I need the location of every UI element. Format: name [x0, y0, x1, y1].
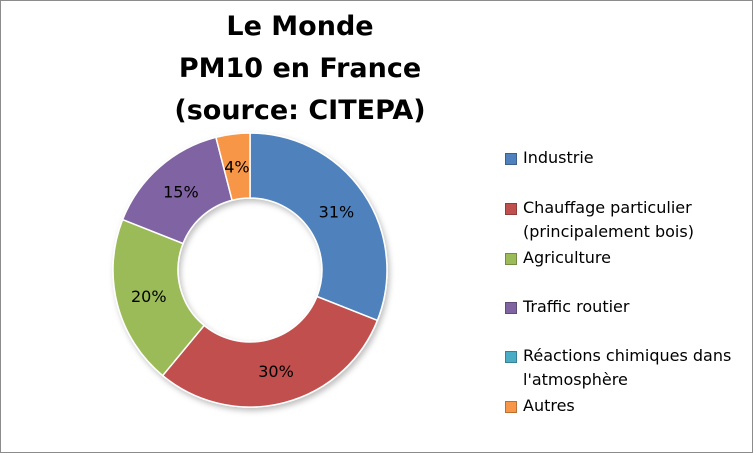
chart-title-line-3: (source: CITEPA)	[174, 95, 426, 126]
legend-swatch	[505, 302, 517, 314]
donut-slice-chauffage-particulier-principalement-bois	[161, 295, 379, 408]
legend-item-reactions: Réactions chimiques dans l'atmosphère	[505, 346, 753, 392]
data-label-chauffage-particulier-principalement-bois: 30%	[258, 362, 294, 381]
legend-item-industrie: Industrie	[505, 148, 753, 170]
chart-title-line-2: PM10 en France	[178, 53, 422, 84]
legend-swatch	[505, 253, 517, 265]
data-label-traffic-routier: 15%	[163, 183, 199, 202]
legend-item-chauffage: Chauffage particulier (principalement bo…	[505, 198, 753, 244]
legend-item-agriculture: Agriculture	[505, 248, 753, 270]
donut-slice-industrie	[249, 132, 388, 322]
legend-label: Traffic routier	[523, 297, 630, 316]
chart-title: Le Monde PM10 en France (source: CITEPA)	[140, 6, 460, 132]
donut-slice-agriculture	[112, 218, 206, 377]
data-label-autres: 4%	[224, 157, 249, 176]
legend-swatch	[505, 351, 517, 363]
legend-swatch	[505, 401, 517, 413]
legend-swatch	[505, 153, 517, 165]
legend-label: Réactions chimiques dans l'atmosphère	[523, 346, 732, 389]
legend-label: Autres	[523, 396, 575, 415]
legend-label: Agriculture	[523, 248, 611, 267]
legend-label: Chauffage particulier (principalement bo…	[523, 198, 694, 241]
legend-item-traffic: Traffic routier	[505, 297, 753, 319]
data-label-agriculture: 20%	[131, 287, 167, 306]
data-label-industrie: 31%	[319, 202, 355, 221]
chart-title-line-1: Le Monde	[226, 11, 374, 42]
legend-label: Industrie	[523, 148, 594, 167]
donut-slice-autres	[215, 132, 251, 202]
legend-item-autres: Autres	[505, 396, 753, 418]
legend-swatch	[505, 203, 517, 215]
